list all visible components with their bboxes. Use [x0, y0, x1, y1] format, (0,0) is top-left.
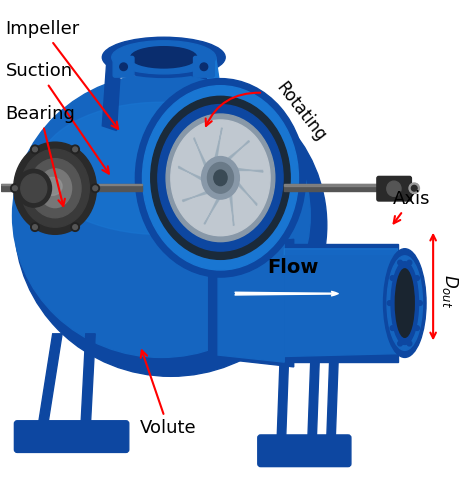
FancyBboxPatch shape	[193, 57, 214, 77]
Ellipse shape	[38, 169, 72, 207]
Circle shape	[31, 145, 39, 154]
FancyBboxPatch shape	[258, 435, 351, 467]
Circle shape	[390, 325, 395, 330]
Circle shape	[200, 63, 208, 71]
Circle shape	[418, 301, 422, 305]
FancyArrowPatch shape	[206, 93, 260, 126]
Ellipse shape	[151, 96, 290, 259]
Ellipse shape	[21, 174, 47, 203]
Ellipse shape	[102, 37, 225, 78]
Text: Volute: Volute	[140, 350, 197, 437]
Ellipse shape	[14, 142, 96, 234]
Polygon shape	[81, 334, 95, 424]
Polygon shape	[284, 244, 398, 362]
Ellipse shape	[391, 262, 419, 345]
Circle shape	[398, 260, 402, 265]
Ellipse shape	[171, 120, 270, 236]
Ellipse shape	[409, 183, 419, 193]
FancyArrowPatch shape	[235, 291, 338, 296]
Polygon shape	[327, 348, 338, 438]
Ellipse shape	[201, 157, 239, 199]
Ellipse shape	[38, 102, 284, 235]
Polygon shape	[194, 138, 207, 169]
Polygon shape	[284, 184, 417, 191]
Ellipse shape	[131, 47, 197, 68]
Ellipse shape	[21, 149, 89, 227]
Polygon shape	[179, 166, 204, 182]
Circle shape	[33, 225, 37, 229]
Polygon shape	[235, 168, 263, 172]
Polygon shape	[214, 128, 222, 160]
Polygon shape	[209, 239, 294, 367]
Ellipse shape	[112, 41, 216, 74]
Circle shape	[390, 276, 395, 281]
Circle shape	[407, 260, 412, 265]
Text: Flow: Flow	[268, 258, 319, 277]
Circle shape	[415, 325, 419, 330]
Ellipse shape	[214, 170, 227, 185]
Circle shape	[407, 341, 412, 346]
Polygon shape	[284, 256, 398, 356]
Circle shape	[93, 186, 98, 191]
Circle shape	[31, 223, 39, 231]
Ellipse shape	[136, 79, 306, 277]
Circle shape	[387, 301, 392, 305]
Polygon shape	[308, 348, 319, 438]
Ellipse shape	[16, 169, 52, 207]
Polygon shape	[284, 184, 417, 186]
Ellipse shape	[395, 269, 414, 337]
Circle shape	[91, 184, 100, 192]
Polygon shape	[38, 334, 62, 424]
Ellipse shape	[43, 177, 62, 195]
Circle shape	[10, 184, 19, 192]
Circle shape	[120, 63, 128, 71]
Ellipse shape	[158, 104, 283, 251]
Ellipse shape	[208, 163, 234, 193]
Text: Rotating: Rotating	[273, 79, 329, 144]
Ellipse shape	[387, 181, 401, 196]
Text: Bearing: Bearing	[5, 105, 75, 206]
Ellipse shape	[143, 86, 299, 270]
Circle shape	[73, 225, 77, 229]
Polygon shape	[284, 249, 398, 263]
Polygon shape	[218, 244, 284, 362]
Ellipse shape	[12, 74, 310, 357]
Ellipse shape	[411, 185, 417, 191]
Polygon shape	[236, 181, 257, 205]
FancyBboxPatch shape	[377, 177, 411, 201]
Circle shape	[33, 147, 37, 152]
Ellipse shape	[383, 249, 426, 357]
Circle shape	[398, 341, 402, 346]
Text: $D_\mathregular{out}$: $D_\mathregular{out}$	[440, 274, 460, 308]
Polygon shape	[229, 192, 234, 226]
Polygon shape	[226, 141, 249, 161]
Text: Axis: Axis	[393, 190, 430, 224]
Ellipse shape	[166, 114, 275, 242]
Circle shape	[73, 147, 77, 152]
Polygon shape	[206, 57, 225, 126]
FancyBboxPatch shape	[14, 421, 129, 452]
Circle shape	[12, 186, 17, 191]
Polygon shape	[102, 57, 121, 131]
Polygon shape	[0, 183, 143, 185]
Circle shape	[71, 145, 79, 154]
Circle shape	[415, 276, 419, 281]
Polygon shape	[182, 191, 210, 202]
Ellipse shape	[387, 256, 422, 350]
Polygon shape	[277, 348, 289, 438]
Text: Impeller: Impeller	[5, 20, 118, 129]
Circle shape	[71, 223, 79, 231]
Polygon shape	[204, 197, 221, 224]
Ellipse shape	[15, 74, 327, 376]
Text: Suction: Suction	[5, 62, 109, 174]
Polygon shape	[0, 183, 143, 191]
Ellipse shape	[29, 159, 81, 218]
FancyBboxPatch shape	[113, 57, 134, 77]
